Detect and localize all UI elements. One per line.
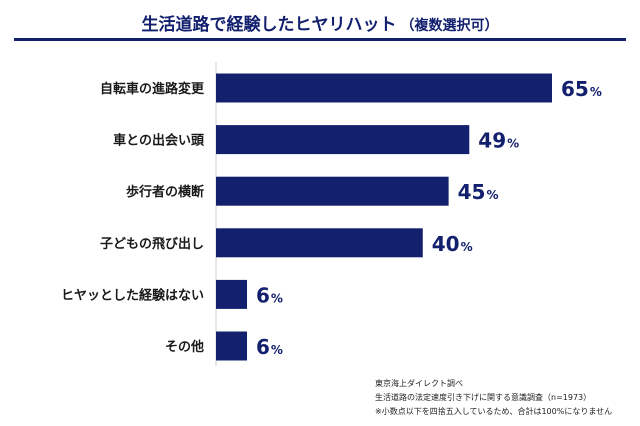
bars-layer: 自転車の進路変更 65% 車との出会い頭 49% 歩行者の横断 45% 子どもの飛び出し 40… (61, 73, 602, 361)
bar (216, 176, 449, 206)
bar (216, 73, 552, 103)
bar (216, 228, 423, 258)
data-label: 6% (256, 283, 283, 307)
chart-title: 生活道路で経験したヒヤリハット （複数選択可） (0, 10, 640, 35)
category-label: 車との出会い頭 (113, 133, 205, 149)
chart-title-main: 生活道路で経験したヒヤリハット (141, 15, 397, 35)
data-label: 45% (458, 180, 499, 204)
source-note: 東京海上ダイレクト調べ (375, 379, 463, 388)
data-label: 65% (561, 77, 602, 101)
category-label: 子どもの飛び出し (100, 236, 204, 252)
bar (216, 279, 248, 309)
bar (216, 331, 248, 361)
category-label: 歩行者の横断 (126, 184, 204, 200)
survey-note: 生活道路の法定速度引き下げに関する意識調査（n=1973） (375, 393, 592, 402)
chart-subtitle: （複数選択可） (400, 18, 499, 34)
title-underline (14, 38, 626, 41)
data-label: 49% (478, 129, 519, 153)
data-label: 40% (432, 232, 473, 256)
chart-notes: 東京海上ダイレクト調べ 生活道路の法定速度引き下げに関する意識調査（n=1973… (375, 377, 633, 419)
bar (216, 125, 470, 155)
rounding-note: ※小数点以下を四捨五入しているため、合計は100%になりません (375, 407, 613, 416)
category-label: その他 (165, 339, 204, 355)
category-label: 自転車の進路変更 (100, 81, 205, 97)
data-label: 6% (256, 335, 283, 359)
category-label: ヒヤッとした経験はない (61, 287, 204, 303)
